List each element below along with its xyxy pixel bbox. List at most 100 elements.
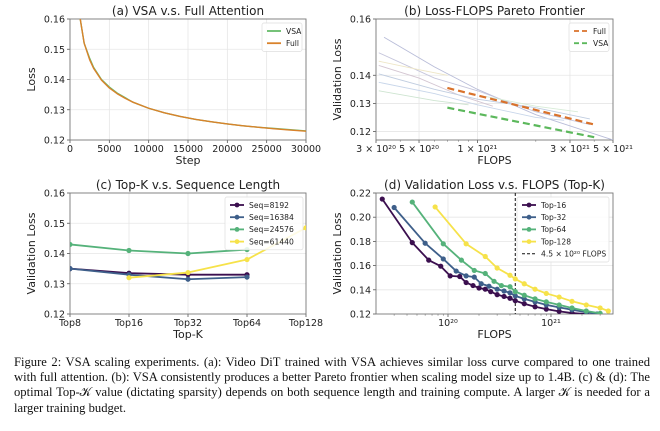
data-point [185,250,191,257]
x-tick-label: Top128 [288,318,323,329]
x-tick-label: Top64 [232,318,261,329]
data-point [507,290,513,296]
legend-label: Seq=61440 [249,237,294,246]
background-curve [378,52,590,125]
data-point [501,293,507,300]
data-point [512,293,518,299]
data-point [471,274,477,280]
data-point [482,253,488,260]
y-axis-label: Validation Loss [25,212,38,294]
plot-frame [69,192,307,315]
x-tick-label: 10²⁰ [438,318,458,329]
data-point [507,295,513,301]
legend-label: Top-128 [540,237,571,246]
data-point [185,269,191,276]
data-point [438,263,444,269]
data-point [512,298,518,304]
y-axis-label: Validation Loss [331,38,344,120]
legend: VSA Full [261,22,303,52]
data-point [422,240,428,246]
y-tick-label: 0.15 [44,45,65,56]
legend-marker [234,239,240,245]
x-tick-label: 3 × 10²¹ [550,144,590,155]
series-line-full [79,19,306,132]
y-axis-label: Validation Loss [331,212,344,294]
y-tick-label: 0.22 [350,189,371,200]
legend: Top-16 Top-32 Top-64 Top-128 4.5 × 10²⁰ FLOP… [516,196,610,263]
y-tick-label: 0.12 [44,310,65,321]
series-line-vsa [447,106,595,139]
series-line-full [447,86,595,126]
y-tick-label: 0.14 [350,71,371,82]
x-tick-label: 5 × 10²¹ [593,144,633,155]
chart-d: 10²⁰ 10²¹ 0.12 0.14 0.16 0.18 0.20 0.22 (d) Vali… [331,178,614,341]
background-curve [383,36,613,140]
data-point [432,204,438,210]
plot-area [79,19,306,132]
legend-label: Seq=24576 [249,225,294,234]
chart-title: (b) Loss-FLOPS Pareto Frontier [404,4,585,18]
data-point [494,265,500,271]
x-tick-label: 5 × 10²⁰ [399,144,439,155]
legend-label: Top-32 [540,213,566,222]
data-point [185,276,191,282]
data-point [543,299,549,305]
data-point [507,284,513,290]
x-axis-label: FLOPS [477,154,511,167]
y-tick-label: 0.14 [350,285,371,296]
data-point [478,281,484,287]
legend-label: Full [286,39,299,48]
y-tick-label: 0.18 [350,237,371,248]
plot-frame [375,18,614,141]
background-curve [378,73,590,120]
plot-area [378,36,613,140]
plot-frame [375,192,614,315]
chart-a: 0 5000 10000 15000 20000 25000 30000 0.12 0.13 0.… [25,4,321,167]
x-tick-label: 20000 [212,144,242,155]
data-point [476,285,482,291]
series-line-top-64 [411,201,601,314]
data-point [512,276,518,282]
y-tick-label: 0.16 [44,189,65,200]
background-curve [485,95,579,113]
data-point [532,286,538,292]
data-point [244,256,250,263]
chart-title: (a) VSA v.s. Full Attention [112,4,264,18]
legend-label: Top-64 [540,225,566,234]
x-tick-label: Top8 [58,318,81,329]
data-point [409,199,415,205]
data-point [482,286,488,292]
data-point [471,267,477,274]
data-point [494,292,500,298]
legend: Seq=8192 Seq=16384 Seq=24576 Seq=61440 [224,196,304,251]
data-point [556,302,562,308]
figure-canvas: 0 5000 10000 15000 20000 25000 30000 0.12 0.13 0.… [25,4,633,341]
legend: Full VSA [568,22,610,52]
series-line-seq-16384 [70,267,248,281]
legend-marker [526,239,532,245]
data-point [491,278,497,284]
data-point [70,241,73,248]
data-point [521,292,527,298]
y-tick-label: 0.13 [44,105,65,116]
legend-marker [526,214,532,220]
data-point [556,294,562,300]
data-point [494,286,500,292]
data-point [482,270,488,277]
chart-title: (c) Top-K v.s. Sequence Length [96,178,280,192]
x-axis-label: FLOPS [477,328,511,341]
legend-label: 4.5 × 10²⁰ FLOPS [541,250,606,259]
background-curve [378,90,469,106]
x-axis-label: Step [175,154,200,167]
legend-label: Seq=16384 [249,213,294,222]
data-point [597,305,603,311]
y-tick-label: 0.12 [350,127,371,138]
chart-c: Top8 Top16 Top32 Top64 Top128 0.12 0.13 0.14 0.1… [25,178,323,341]
y-tick-label: 0.16 [350,15,371,26]
data-point [303,225,306,231]
legend-box [516,196,610,263]
chart-title: (d) Validation Loss v.s. FLOPS (Top-K) [384,178,605,192]
y-tick-label: 0.12 [44,136,65,147]
data-point [379,196,385,202]
data-point [426,257,432,263]
